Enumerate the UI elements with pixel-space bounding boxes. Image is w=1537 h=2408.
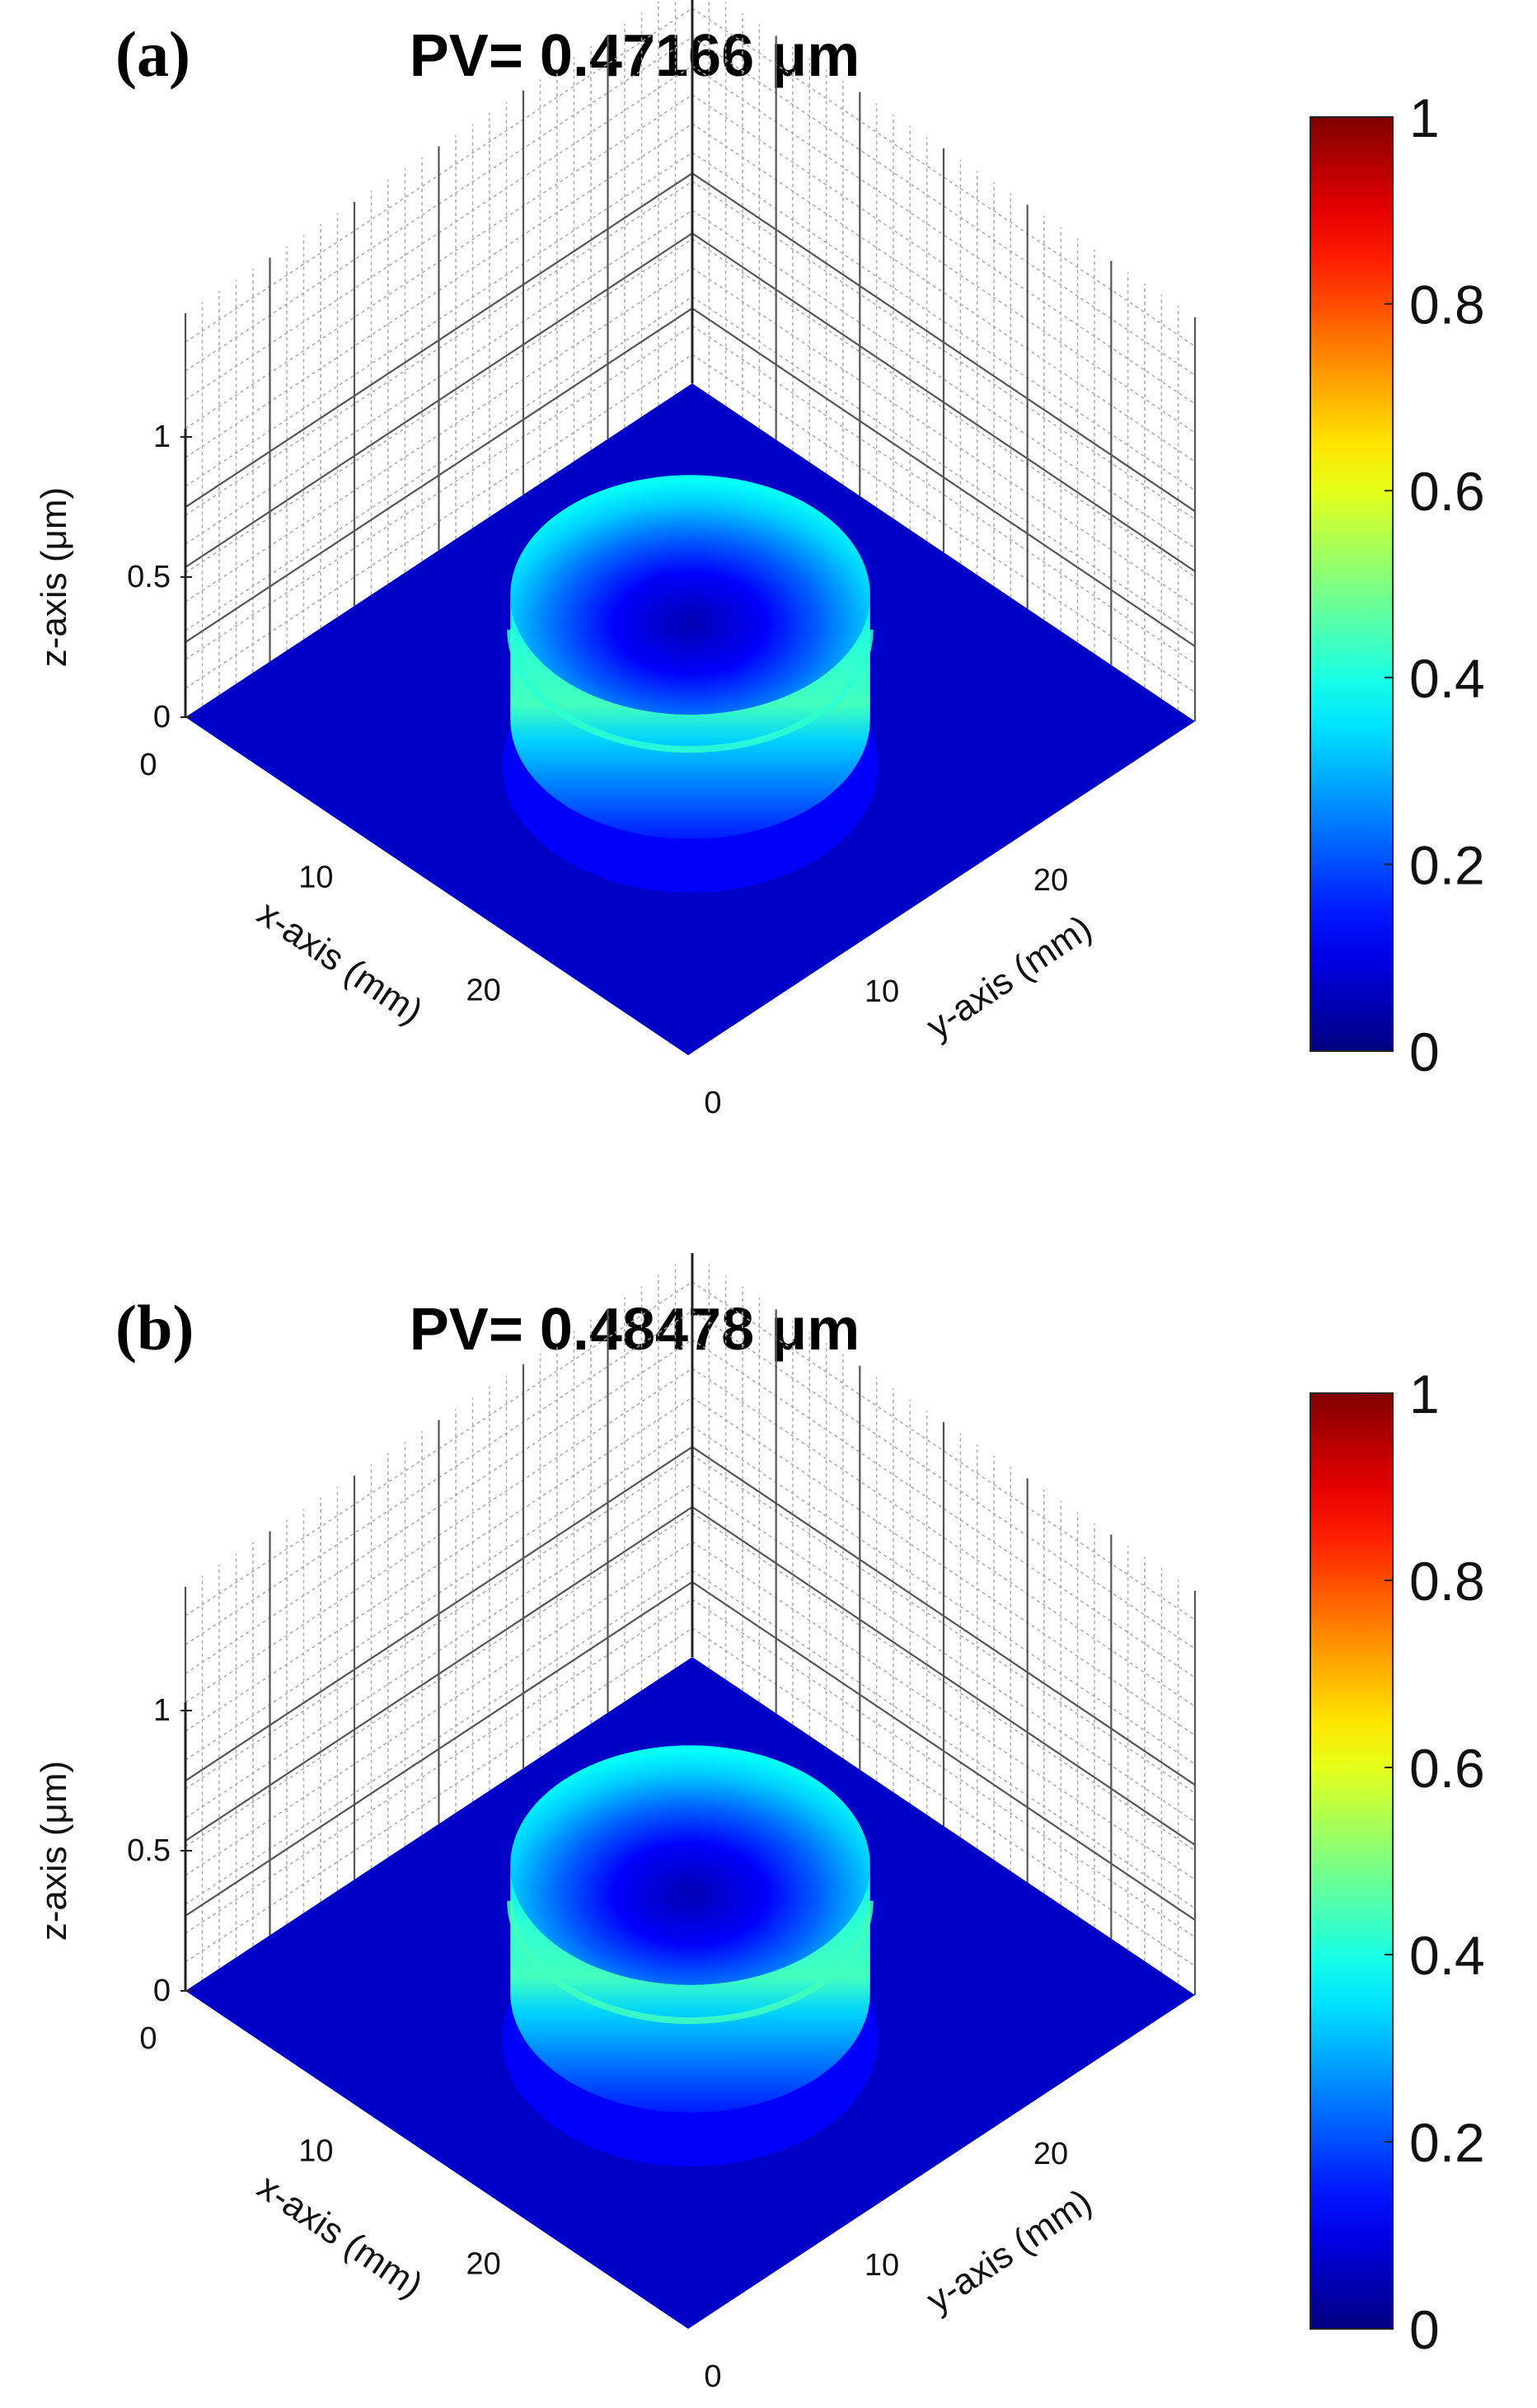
x-tick-label: 0 [139,2021,157,2056]
colorbar-tick-label: 0.8 [1409,1551,1485,1612]
x-tick-label: 20 [466,2246,501,2281]
z-tick-label: 0 [153,1974,171,2008]
colorbar-tick-label: 0.4 [1409,1925,1485,1986]
z-tick-label: 1 [153,420,171,454]
cylinder-band [507,1900,874,2025]
y-tick-label: 10 [865,2248,899,2283]
x-tick-label: 10 [298,2134,333,2169]
grid-line-major [691,1506,1196,1846]
y-tick-label: 10 [865,974,899,1009]
grid-line-major [691,1581,1196,1921]
grid-walls [184,1253,1197,1995]
cylinder-band [507,629,874,753]
colorbar-tick-label: 1 [1409,87,1440,148]
grid-walls [184,0,1197,721]
grid-line-major [691,307,1196,647]
grid-line-major [691,1446,1196,1786]
x-tick-label: 10 [298,861,333,895]
z-axis-label: z-axis (μm) [34,487,74,667]
x-tick-label: 20 [466,973,501,1007]
y-tick-label: 20 [1033,863,1068,898]
y-tick-label: 0 [704,1086,721,1120]
cylinder-side [510,594,870,839]
grid-line-major [185,307,693,643]
colorbar-tick-label: 0 [1409,1021,1440,1082]
colorbar [1310,1392,1394,2330]
chart-title: PV= 0.47166 μm [410,23,860,89]
x-tick-label: 0 [139,748,157,782]
cylinder-surface [502,475,879,893]
y-axis-label: y-axis (mm) [919,908,1099,1047]
z-tick-label: 0 [153,700,171,735]
colorbar-tick-label: 0.8 [1409,275,1485,336]
cylinder-surface [502,1745,879,2166]
colorbar [1310,116,1394,1052]
colorbar-tick-label: 0.2 [1409,2112,1485,2173]
colorbar-tick-label: 0.2 [1409,834,1485,895]
z-axis-label: z-axis (μm) [34,1761,74,1941]
cylinder-top [510,475,870,715]
z-tick-label: 1 [153,1693,171,1728]
panel-label: (a) [115,18,190,90]
x-axis-label: x-axis (mm) [251,893,430,1032]
panel-label: (b) [115,1292,194,1364]
colorbar-tick-label: 0 [1409,2299,1440,2360]
y-axis-label: y-axis (mm) [919,2181,1099,2321]
z-tick-label: 0.5 [127,1833,171,1868]
chart-title: PV= 0.48478 μm [410,1297,860,1363]
y-tick-label: 20 [1033,2137,1068,2171]
x-axis-label: x-axis (mm) [251,2166,430,2306]
cylinder-top [510,1745,870,1985]
colorbar-tick-label: 0.6 [1409,461,1485,522]
grid-line-major [691,232,1196,572]
colorbar-tick-label: 1 [1409,1364,1440,1425]
grid-line-major [185,1581,693,1917]
grid-line-major [185,1446,693,1782]
cylinder-side [510,1865,870,2113]
colorbar-tick-label: 0.6 [1409,1738,1485,1799]
grid-line-major [185,172,693,509]
grid-line-major [185,1506,693,1842]
z-tick-label: 0.5 [127,560,171,594]
grid-line-major [185,232,693,568]
colorbar-tick-label: 0.4 [1409,648,1485,709]
y-tick-label: 0 [704,2359,721,2394]
grid-line-major [691,172,1196,513]
